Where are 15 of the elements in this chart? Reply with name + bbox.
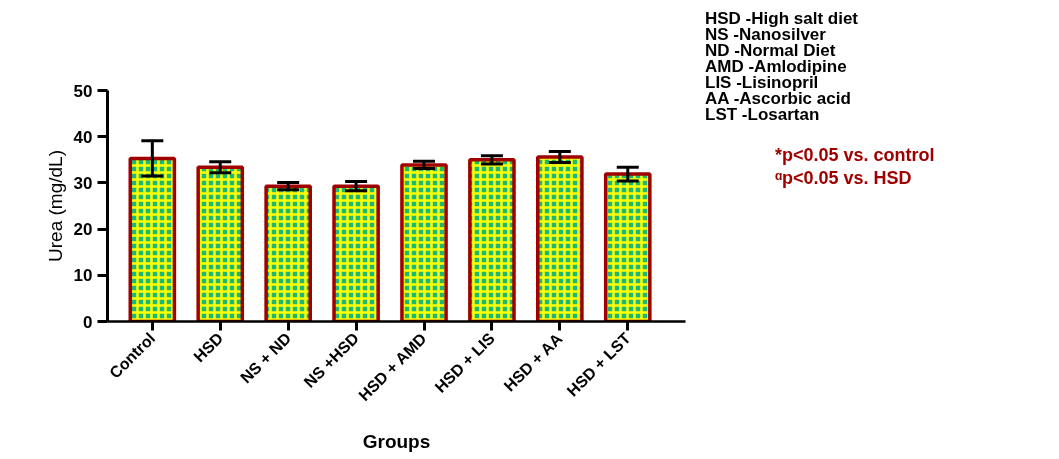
- text: ᵅp<0.05 vs. HSD: [774, 168, 913, 189]
- y-tick-label: 40: [73, 127, 93, 147]
- text: ND -Normal Diet: [705, 41, 837, 60]
- x-axis-title: Groups: [362, 431, 431, 453]
- y-axis-title: Urea (mg/dL): [44, 150, 66, 262]
- y-tick-label: 30: [73, 173, 93, 193]
- text: *p<0.05 vs. control: [774, 145, 935, 166]
- x-tick-label: NS + ND: [237, 329, 295, 387]
- y-tick-label: 50: [73, 81, 93, 101]
- text: AMD -Amlodipine: [705, 57, 848, 76]
- y-tick-label: 0: [83, 312, 93, 332]
- y-tick-label: 10: [73, 266, 93, 286]
- y-tick-label: 20: [73, 220, 93, 240]
- text: LST -Losartan: [705, 105, 821, 124]
- text: HSD -High salt diet: [705, 9, 859, 28]
